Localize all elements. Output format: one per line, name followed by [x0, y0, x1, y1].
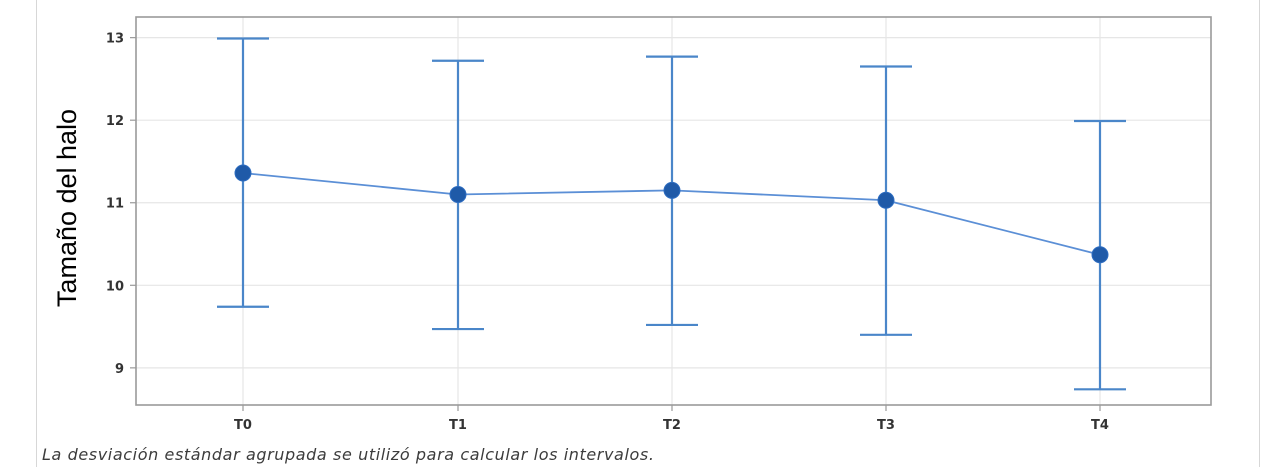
plot-area [136, 17, 1211, 405]
y-tick-label: 11 [106, 197, 124, 212]
y-axis-label: Tamaño del halo [52, 109, 82, 307]
x-tick-label: T2 [663, 418, 681, 433]
y-tick-label: 9 [115, 362, 124, 377]
footnote: La desviación estándar agrupada se utili… [42, 445, 655, 464]
mean-point [878, 192, 894, 208]
mean-point [450, 186, 466, 202]
x-tick-label: T4 [1091, 418, 1109, 433]
mean-point [235, 165, 251, 181]
mean-point [664, 182, 680, 198]
x-tick-label: T3 [877, 418, 895, 433]
y-tick-label: 10 [106, 279, 124, 294]
x-tick-label: T0 [234, 418, 252, 433]
y-tick-label: 13 [106, 32, 124, 47]
mean-point [1092, 247, 1108, 263]
y-tick-label: 12 [106, 114, 124, 129]
x-tick-label: T1 [449, 418, 467, 433]
